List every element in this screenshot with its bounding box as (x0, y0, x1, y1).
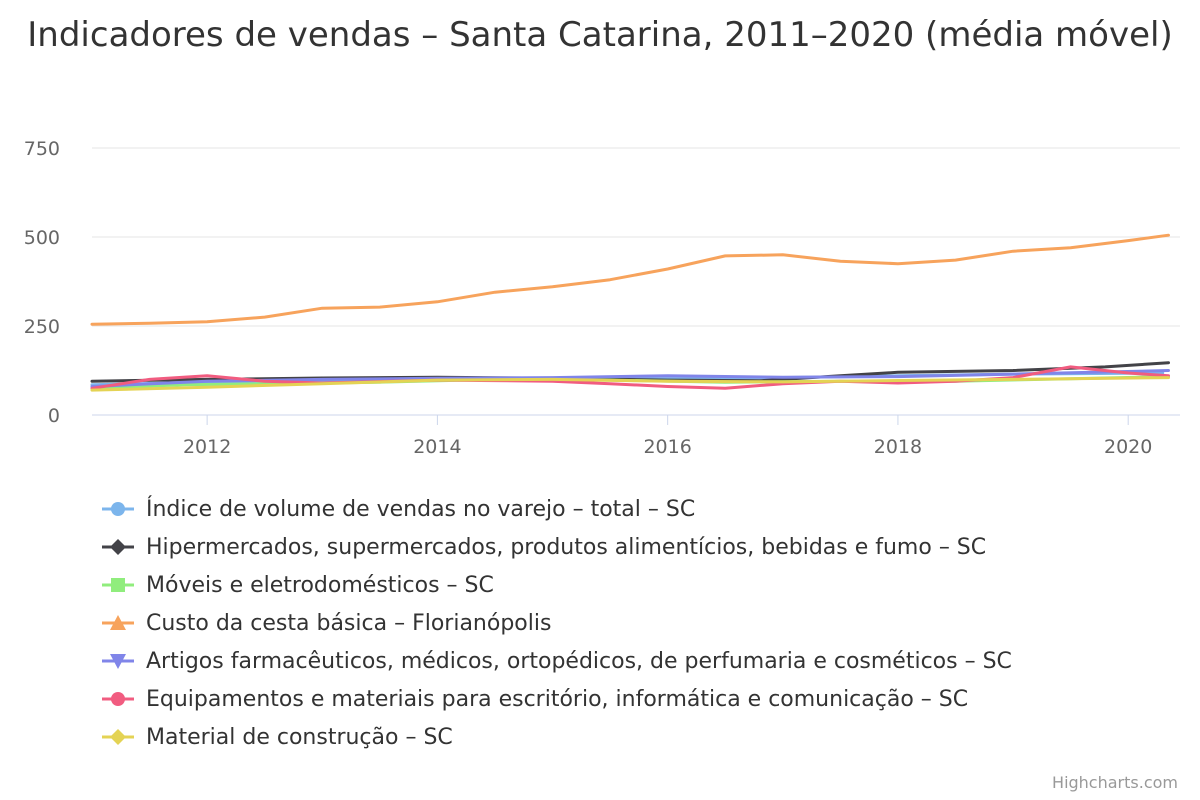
legend-triangle-icon (102, 615, 134, 630)
legend: Índice de volume de vendas no varejo – t… (100, 490, 1180, 756)
legend-item-1[interactable]: Índice de volume de vendas no varejo – t… (100, 490, 1180, 528)
series-line-7[interactable] (90, 376, 1170, 392)
legend-label: Artigos farmacêuticos, médicos, ortopédi… (146, 648, 1012, 674)
series-lines (90, 233, 1170, 392)
legend-label: Custo da cesta básica – Florianópolis (146, 610, 552, 636)
y-tick-label: 750 (24, 138, 60, 160)
chart-title: Indicadores de vendas – Santa Catarina, … (27, 15, 1173, 55)
legend-triangle-down-icon (102, 654, 134, 669)
legend-diamond-icon (102, 729, 134, 745)
legend-label: Móveis e eletrodomésticos – SC (146, 572, 494, 598)
x-tick-label: 2014 (413, 436, 461, 458)
x-tick-label: 2018 (874, 436, 922, 458)
y-tick-label: 0 (48, 405, 60, 427)
legend-diamond-icon (102, 539, 134, 555)
axes: 0 250 500 750 2012 2014 2016 2018 2020 (24, 138, 1180, 458)
legend-item-4[interactable]: Custo da cesta básica – Florianópolis (100, 604, 1180, 642)
x-tick-label: 2020 (1104, 436, 1152, 458)
legend-label: Equipamentos e materiais para escritório… (146, 686, 969, 712)
legend-item-5[interactable]: Artigos farmacêuticos, médicos, ortopédi… (100, 642, 1180, 680)
legend-item-7[interactable]: Material de construção – SC (100, 718, 1180, 756)
series-line-6[interactable] (90, 365, 1170, 390)
legend-item-6[interactable]: Equipamentos e materiais para escritório… (100, 680, 1180, 718)
credits-link[interactable]: Highcharts.com (1052, 773, 1178, 792)
legend-square-icon (102, 578, 134, 592)
x-tick-label: 2016 (643, 436, 691, 458)
chart-plot-area: 0 250 500 750 2012 2014 2016 2018 2020 (24, 138, 1180, 458)
legend-label: Hipermercados, supermercados, produtos a… (146, 534, 987, 560)
y-tick-label: 250 (24, 316, 60, 338)
legend-label: Índice de volume de vendas no varejo – t… (146, 496, 696, 522)
legend-item-3[interactable]: Móveis e eletrodomésticos – SC (100, 566, 1180, 604)
legend-circle-icon (102, 502, 134, 516)
x-tick-label: 2012 (183, 436, 231, 458)
legend-item-2[interactable]: Hipermercados, supermercados, produtos a… (100, 528, 1180, 566)
series-line-4[interactable] (90, 233, 1170, 326)
legend-circle-icon (102, 692, 134, 706)
y-tick-label: 500 (24, 227, 60, 249)
legend-label: Material de construção – SC (146, 724, 453, 750)
